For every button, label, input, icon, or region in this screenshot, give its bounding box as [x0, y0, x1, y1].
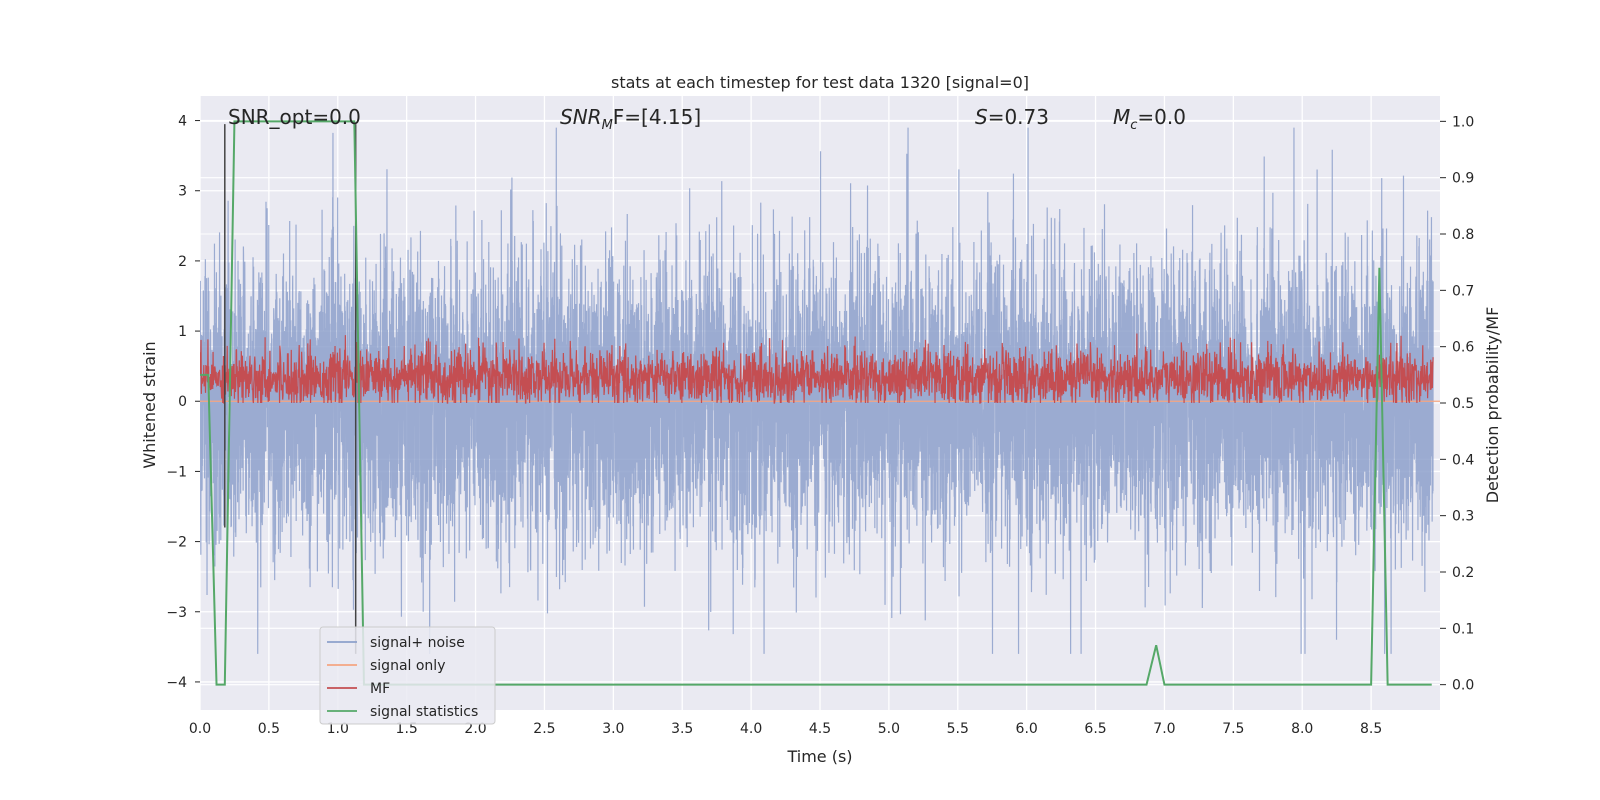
x-tick-label: 1.5 — [396, 721, 418, 737]
annotation-snr-mf-sub: M — [602, 118, 613, 133]
legend-box — [319, 626, 496, 725]
y2-tick-label: 0.9 — [1452, 171, 1474, 187]
x-tick-label: 6.0 — [1016, 721, 1038, 737]
annotation-mc-rest: =0.0 — [1137, 105, 1186, 129]
x-tick-label: 3.0 — [602, 721, 624, 737]
legend-entry-label: signal+ noise — [370, 635, 465, 651]
y-tick-label: 4 — [178, 114, 187, 130]
y2-tick-label: 0.0 — [1452, 678, 1474, 694]
x-tick-label: 2.5 — [533, 721, 555, 737]
x-tick-label: 7.0 — [1153, 721, 1175, 737]
y-tick-label: −3 — [166, 605, 187, 621]
x-tick-label: 0.0 — [189, 721, 211, 737]
y-tick-label: −4 — [166, 675, 187, 691]
x-tick-label: 4.0 — [740, 721, 762, 737]
legend-entry-label: signal only — [370, 658, 445, 674]
legend-entry-label: MF — [370, 681, 390, 697]
x-tick-label: 4.5 — [809, 721, 831, 737]
annotation-mc: Mc=0.0 — [1113, 105, 1186, 133]
y2-tick-label: 0.2 — [1452, 565, 1474, 581]
annotation-s: S=0.73 — [975, 105, 1049, 129]
x-axis-title: Time (s) — [786, 747, 852, 766]
y-tick-label: 3 — [178, 184, 187, 200]
legend: signal+ noise signal only MF signal statist… — [319, 626, 496, 725]
x-tick-label: 5.5 — [947, 721, 969, 737]
x-tick-label: 8.5 — [1360, 721, 1382, 737]
legend-entry-label: signal statistics — [370, 704, 478, 720]
x-tick-label: 7.5 — [1222, 721, 1244, 737]
x-tick-label: 0.5 — [258, 721, 280, 737]
annotation-s-name: S — [975, 105, 988, 129]
y2-tick-label: 0.5 — [1452, 396, 1474, 412]
y-tick-label: 2 — [178, 254, 187, 270]
y2-tick-label: 0.6 — [1452, 340, 1474, 356]
y-axis-title: Whitened strain — [140, 341, 159, 468]
annotation-snr-mf-rest: F=[4.15] — [613, 105, 701, 129]
chart-title: stats at each timestep for test data 132… — [611, 73, 1029, 92]
y-tick-label: 0 — [178, 394, 187, 410]
y2-tick-labels: 1.0 0.9 0.8 0.7 0.6 0.5 0.4 0.3 0.2 0.1 0.0 — [1440, 114, 1474, 694]
x-tick-label: 2.0 — [464, 721, 486, 737]
series-mf — [200, 333, 1434, 404]
y2-tick-label: 0.1 — [1452, 621, 1474, 637]
y-tick-labels: 4 3 2 1 0 −1 −2 −3 −4 — [166, 114, 200, 691]
annotation-mc-sub: c — [1130, 118, 1137, 133]
y2-tick-label: 0.8 — [1452, 227, 1474, 243]
y2-tick-label: 1.0 — [1452, 114, 1474, 130]
annotation-mc-name: M — [1113, 105, 1130, 129]
y2-tick-label: 0.3 — [1452, 509, 1474, 525]
y-tick-label: −2 — [166, 535, 187, 551]
y-tick-label: 1 — [178, 324, 187, 340]
y2-axis-title: Detection probability/MF — [1483, 307, 1502, 504]
annotation-s-rest: =0.73 — [988, 105, 1049, 129]
y2-tick-label: 0.4 — [1452, 452, 1474, 468]
x-tick-label: 8.0 — [1291, 721, 1313, 737]
y-tick-label: −1 — [166, 464, 187, 480]
x-tick-label: 3.5 — [671, 721, 693, 737]
annotation-snr-mf-name: SNR — [560, 105, 602, 129]
x-tick-label: 5.0 — [878, 721, 900, 737]
annotation-snr-opt: SNR_opt=0.0 — [228, 105, 361, 129]
annotation-snr-mf: SNRMF=[4.15] — [560, 105, 701, 133]
x-tick-labels: 0.0 0.5 1.0 1.5 2.0 2.5 3.0 3.5 4.0 4.5 5.0 5.5 6.0 6… — [189, 721, 1382, 737]
y2-tick-label: 0.7 — [1452, 283, 1474, 299]
x-tick-label: 6.5 — [1084, 721, 1106, 737]
x-tick-label: 1.0 — [327, 721, 349, 737]
